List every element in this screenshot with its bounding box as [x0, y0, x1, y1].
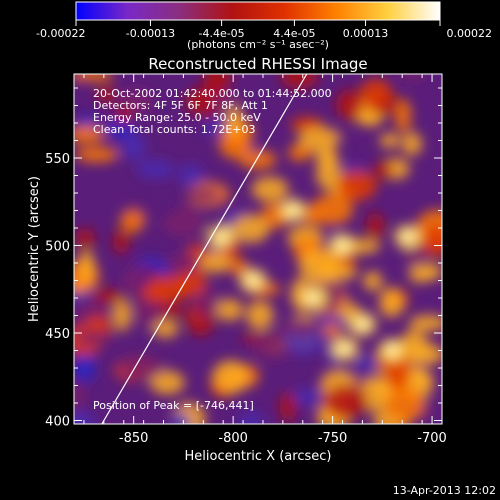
plot-frame — [73, 73, 443, 425]
colorbar-tick-label: 4.4e-05 — [273, 27, 315, 40]
annotation-energy-range: Energy Range: 25.0 - 50.0 keV — [93, 111, 261, 124]
annotation-time-range: 20-Oct-2002 01:42:40.000 to 01:44:52.000 — [93, 87, 332, 100]
annotation-peak-position: Position of Peak = [-746,441] — [93, 399, 254, 412]
x-tick-label: -850 — [119, 431, 149, 446]
chart-title: Reconstructed RHESSI Image — [148, 55, 367, 73]
x-axis-ticks: -850 -800 -750 -700 — [83, 74, 447, 446]
y-tick-label: 450 — [45, 327, 70, 342]
colorbar-tick-label: -0.00022 — [36, 27, 85, 40]
y-tick-label: 400 — [45, 415, 70, 430]
y-tick-label: 500 — [45, 240, 70, 255]
footer-timestamp: 13-Apr-2013 12:02 — [393, 484, 496, 497]
solar-limb-line — [101, 74, 308, 424]
y-axis-label: Heliocentric Y (arcsec) — [27, 176, 42, 322]
colorbar-gradient — [75, 1, 441, 21]
x-axis-label: Heliocentric X (arcsec) — [185, 449, 332, 464]
x-tick-label: -800 — [218, 431, 248, 446]
x-tick-label: -700 — [417, 431, 447, 446]
heatmap-image — [74, 74, 442, 424]
x-tick-label: -750 — [318, 431, 348, 446]
colorbar-tick-label: 0.00022 — [447, 27, 493, 40]
annotation-detectors: Detectors: 4F 5F 6F 7F 8F, Att 1 — [93, 99, 268, 112]
y-tick-label: 550 — [45, 152, 70, 167]
colorbar-unit-label: (photons cm⁻² s⁻¹ asec⁻²) — [187, 38, 329, 51]
colorbar: -0.00022 -0.00013 -4.4e-05 4.4e-05 0.00013 0.… — [36, 1, 492, 51]
colorbar-tick-label: -0.00013 — [126, 27, 175, 40]
y-axis-ticks: 400 450 500 550 — [45, 87, 442, 430]
colorbar-tick-label: 0.00013 — [343, 27, 389, 40]
annotation-clean-counts: Clean Total counts: 1.72E+03 — [93, 123, 256, 136]
colorbar-tick-label: -4.4e-05 — [198, 27, 244, 40]
info-annotations: 20-Oct-2002 01:42:40.000 to 01:44:52.000… — [93, 87, 332, 412]
colorbar-ticks: -0.00022 -0.00013 -4.4e-05 4.4e-05 0.00013 0.… — [36, 20, 492, 40]
